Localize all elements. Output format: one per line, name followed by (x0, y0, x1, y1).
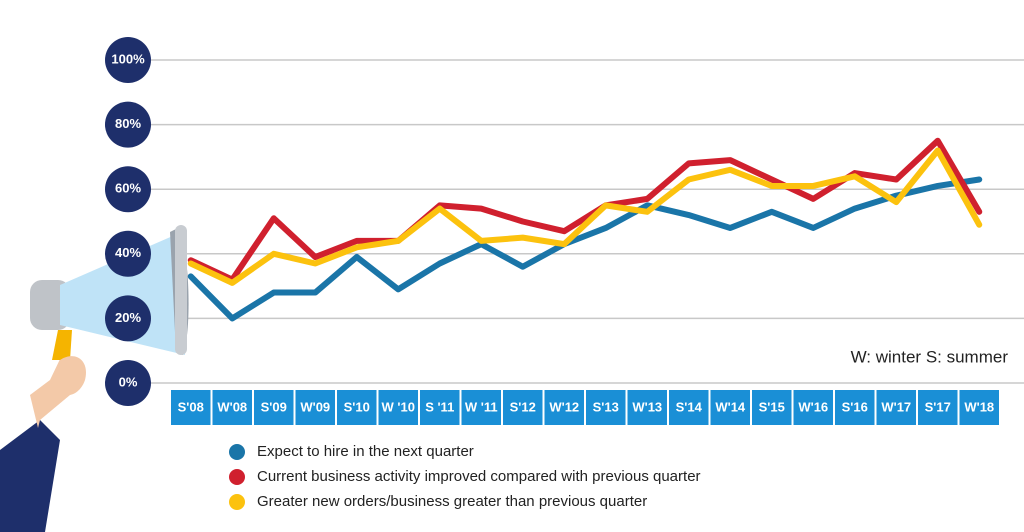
legend-marker (229, 444, 245, 460)
y-tick-label: 80% (115, 116, 141, 131)
x-tick-label: W'17 (881, 399, 911, 414)
plot (187, 137, 983, 322)
x-tick-label: W '11 (465, 399, 498, 414)
series-line (187, 147, 983, 286)
category-box (835, 390, 875, 425)
category-box (337, 390, 377, 425)
x-tick-label: W'18 (964, 399, 994, 414)
x-tick-label: W'13 (632, 399, 662, 414)
legend-label: Current business activity improved compa… (257, 468, 701, 485)
grid (150, 59, 1024, 384)
category-box (295, 390, 335, 425)
x-tick-label: W '10 (382, 399, 415, 414)
x-tick-label: S'17 (925, 399, 951, 414)
category-box (710, 390, 750, 425)
axis: 0% 20% 40% 60% 80% 100% S'08 W'08 S'09 W'09 S'10 W … (105, 37, 999, 510)
category-box (212, 390, 252, 425)
category-box (669, 390, 709, 425)
category-box (378, 390, 418, 425)
legend-marker (229, 494, 245, 510)
megaphone-illustration (0, 225, 189, 532)
y-tick-badge (105, 101, 151, 148)
y-tick-label: 60% (115, 181, 141, 196)
category-box (586, 390, 626, 425)
y-tick-label: 100% (111, 51, 145, 66)
category-box (627, 390, 667, 425)
y-tick-badge (105, 37, 151, 83)
category-box (254, 390, 294, 425)
category-box (918, 390, 958, 425)
x-tick-label: S'16 (842, 399, 868, 414)
x-tick-label: W'16 (798, 399, 828, 414)
category-box (876, 390, 916, 425)
category-box (503, 390, 543, 425)
x-tick-label: W'12 (549, 399, 579, 414)
annotation: W: winter S: summer (851, 347, 1009, 366)
legend-marker (229, 469, 245, 485)
x-tick-label: S'12 (510, 399, 536, 414)
category-box (752, 390, 792, 425)
x-tick-label: W'08 (217, 399, 247, 414)
y-tick-label: 20% (115, 310, 141, 325)
x-tick-label: S'13 (593, 399, 619, 414)
series-line (187, 137, 983, 283)
category-box (461, 390, 501, 425)
x-tick-label: S'14 (676, 399, 703, 414)
y-tick-badge (105, 230, 151, 277)
x-tick-label: S '11 (425, 399, 454, 414)
y-tick-label: 0% (119, 374, 138, 389)
legend-label: Greater new orders/business greater than… (257, 493, 647, 510)
x-tick-label: S'08 (178, 399, 204, 414)
y-tick-badge (105, 166, 151, 213)
category-box (793, 390, 833, 425)
category-box (959, 390, 999, 425)
category-box (420, 390, 460, 425)
category-box (171, 390, 211, 425)
category-box (544, 390, 584, 425)
x-tick-label: W'14 (715, 399, 746, 414)
x-tick-label: W'09 (300, 399, 330, 414)
x-tick-label: S'10 (344, 399, 370, 414)
x-tick-label: S'09 (261, 399, 287, 414)
y-tick-label: 40% (115, 245, 141, 260)
legend-label: Expect to hire in the next quarter (257, 443, 474, 460)
y-tick-badge (105, 360, 151, 406)
x-tick-label: S'15 (759, 399, 785, 414)
y-tick-badge (105, 295, 151, 342)
series-line (187, 176, 983, 322)
